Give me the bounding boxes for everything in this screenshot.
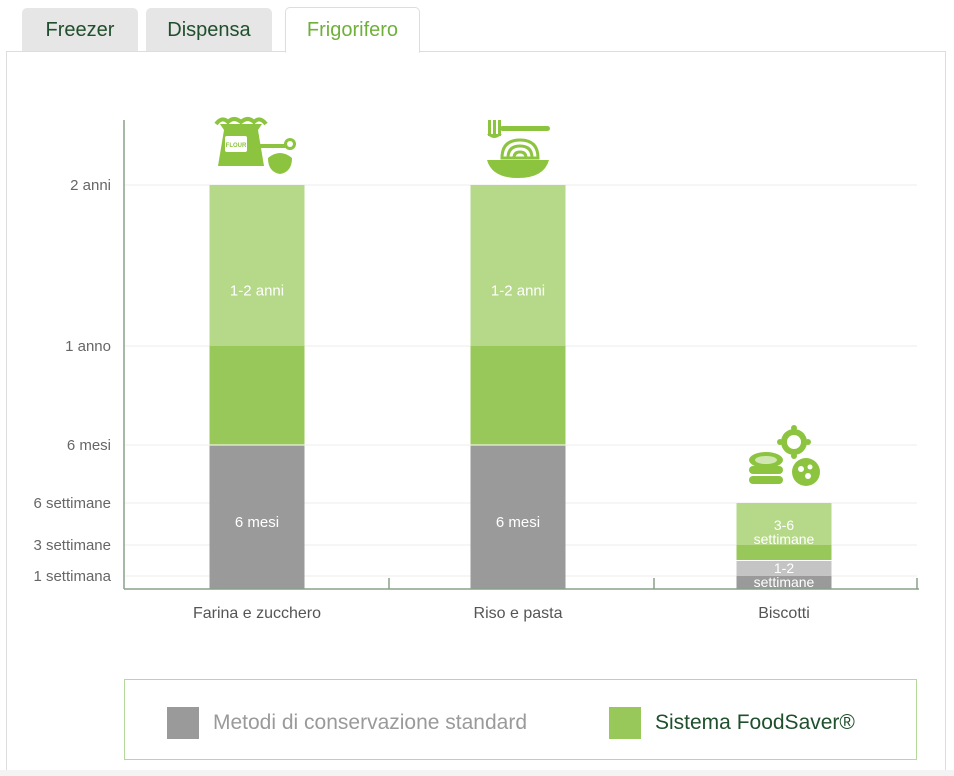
x-axis-labels: Farina e zucchero Riso e pasta Biscotti <box>193 605 810 622</box>
legend-item-foodsaver: Sistema FoodSaver® <box>609 707 855 739</box>
legend-swatch-standard <box>167 707 199 739</box>
y-tick-label: 1 anno <box>65 338 111 355</box>
legend-label-standard: Metodi di conservazione standard <box>213 711 528 734</box>
panel-bottom-strip <box>0 770 954 776</box>
legend-item-standard: Metodi di conservazione standard <box>167 707 527 739</box>
tab-frigorifero[interactable]: Frigorifero <box>285 7 420 53</box>
tab-bar: Freezer Dispensa Frigorifero <box>0 0 954 53</box>
bar-data-label: 1-2 anni <box>230 282 284 299</box>
bar-data-label: 1-2 anni <box>491 282 545 299</box>
bar-data-label: settimane <box>754 574 815 590</box>
bar-data-label: 6 mesi <box>235 514 279 531</box>
chart-legend: Metodi di conservazione standard Sistema… <box>124 679 917 760</box>
bar-data-label: settimane <box>754 531 815 547</box>
flour-sack-icon: FLOUR <box>214 117 296 174</box>
tab-freezer[interactable]: Freezer <box>22 8 138 52</box>
legend-label-foodsaver: Sistema FoodSaver® <box>655 711 855 734</box>
y-tick-label: 6 mesi <box>67 437 111 454</box>
cookies-icon <box>749 425 820 486</box>
bar-data-label: 1-2 <box>774 560 794 576</box>
y-tick-label: 2 anni <box>70 177 111 194</box>
y-tick-label: 3 settimane <box>33 537 111 554</box>
tab-dispensa[interactable]: Dispensa <box>146 8 272 52</box>
bar-segment-foodsaver-dark <box>470 346 566 445</box>
bar-segment-standard <box>209 445 305 589</box>
y-axis-ticks: 1 settimana 3 settimane 6 settimane 6 mesi 1… <box>33 177 111 585</box>
legend-swatch-foodsaver <box>609 707 641 739</box>
bar-segment-foodsaver-light <box>470 185 566 346</box>
pasta-plate-icon <box>487 120 550 178</box>
bar-segment-foodsaver-light <box>736 503 832 545</box>
bar-segment-foodsaver-dark <box>209 346 305 445</box>
x-category-label: Biscotti <box>758 605 810 622</box>
bar-data-label: 3-6 <box>774 517 794 533</box>
chart-axes <box>123 120 919 590</box>
bar-segment-foodsaver-light <box>209 185 305 346</box>
bar-segment-foodsaver-dark <box>736 545 832 561</box>
bar-segment-standard-upper <box>736 560 832 576</box>
x-category-label: Riso e pasta <box>474 605 563 622</box>
svg-text:FLOUR: FLOUR <box>226 143 247 149</box>
x-category-label: Farina e zucchero <box>193 605 321 622</box>
bar-segment-standard <box>736 576 832 589</box>
bar-segment-standard <box>470 445 566 589</box>
y-tick-label: 6 settimane <box>33 495 111 512</box>
y-tick-label: 1 settimana <box>33 568 111 585</box>
bar-data-label: 6 mesi <box>496 514 540 531</box>
